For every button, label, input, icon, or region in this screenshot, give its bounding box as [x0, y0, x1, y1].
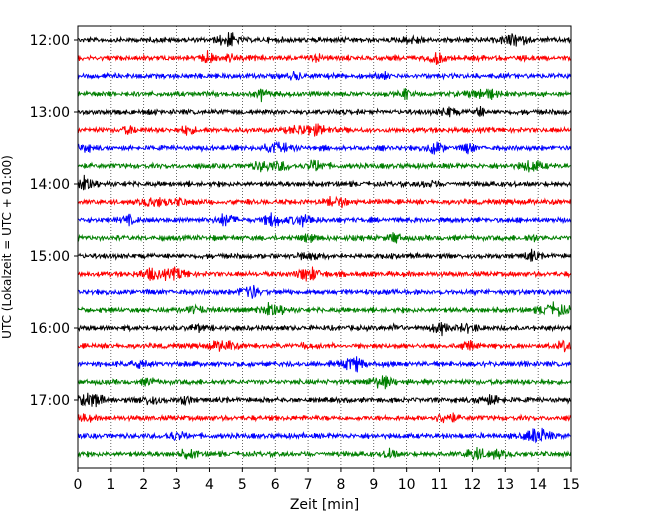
trace-row: [77, 321, 572, 337]
trace-row: [77, 212, 572, 228]
x-tick-label: 8: [336, 477, 345, 493]
trace-row: [77, 266, 572, 282]
trace-row: [77, 356, 571, 373]
y-axis-label: UTC (Lokalzeit = UTC + 01:00): [0, 155, 14, 339]
trace-row: [77, 375, 572, 390]
trace-row: [77, 70, 572, 81]
trace-row: [77, 427, 571, 444]
y-tick-label: 17:00: [30, 393, 70, 409]
y-tick-label: 12:00: [30, 33, 70, 49]
y-tick-label: 13:00: [30, 105, 70, 121]
x-tick-label: 4: [205, 477, 214, 493]
x-tick-label: 14: [529, 477, 547, 493]
x-axis: 0 1 2 3 4 5 6 7 8 9 10 11 12 13 14 15: [74, 468, 580, 493]
trace-row: [77, 301, 572, 317]
trace-row: [77, 392, 572, 408]
x-tick-label: 15: [562, 477, 580, 493]
trace-row: [77, 232, 572, 244]
trace-row: [77, 123, 572, 137]
trace-row: [77, 105, 572, 118]
trace-row: [77, 447, 572, 461]
trace-row: [77, 248, 572, 262]
x-tick-label: 3: [172, 477, 181, 493]
y-tick-label: 15:00: [30, 249, 70, 265]
trace-row: [77, 159, 571, 173]
x-tick-label: 5: [238, 477, 247, 493]
x-tick-label: 0: [74, 477, 83, 493]
trace-row: [77, 195, 572, 209]
x-tick-label: 1: [106, 477, 115, 493]
trace-row: [77, 32, 572, 47]
y-axis: 12:00 13:00 14:00 15:00 16:00 17:00: [30, 33, 78, 409]
x-tick-label: 9: [369, 477, 378, 493]
x-tick-label: 12: [463, 477, 481, 493]
trace-row: [77, 88, 572, 103]
x-tick-label: 10: [398, 477, 416, 493]
plot-frame: [77, 25, 572, 469]
x-tick-label: 2: [139, 477, 148, 493]
trace-row: [77, 174, 572, 191]
trace-row: [77, 284, 571, 299]
x-axis-label: Zeit [min]: [290, 497, 359, 513]
x-tick-label: 7: [304, 477, 313, 493]
y-tick-label: 16:00: [30, 321, 70, 337]
x-tick-label: 6: [271, 477, 280, 493]
trace-row: [77, 339, 572, 353]
y-tick-label: 14:00: [30, 177, 70, 193]
x-tick-label: 13: [496, 477, 514, 493]
trace-row: [77, 140, 572, 155]
trace-row: [77, 50, 572, 65]
trace-row: [77, 412, 572, 424]
seismic-traces: [77, 32, 572, 461]
x-tick-label: 11: [431, 477, 449, 493]
